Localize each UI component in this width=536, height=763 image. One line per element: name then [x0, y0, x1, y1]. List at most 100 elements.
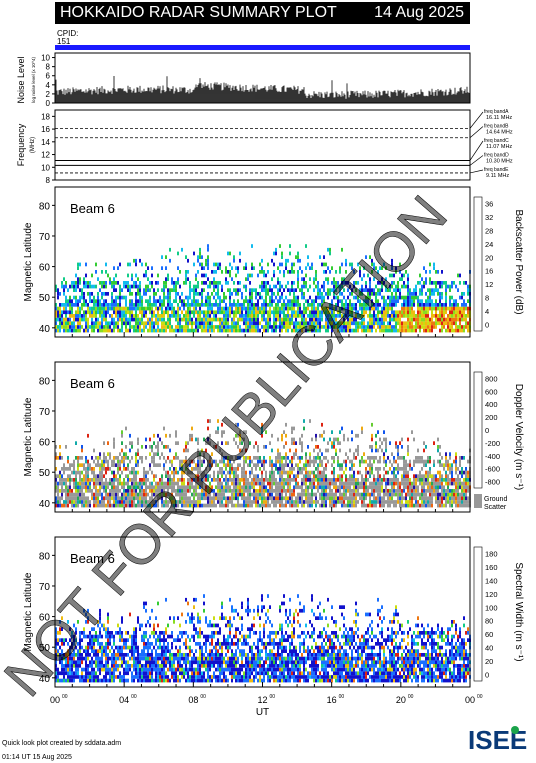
scatter-cell — [143, 292, 145, 296]
scatter-cell — [285, 500, 287, 504]
scatter-cell — [267, 503, 269, 508]
scatter-cell — [457, 500, 459, 504]
scatter-cell — [455, 503, 457, 508]
scatter-cell — [463, 500, 465, 504]
scatter-cell — [355, 328, 357, 333]
scatter-cell — [421, 459, 423, 464]
scatter-cell — [311, 299, 313, 303]
scatter-cell — [111, 478, 113, 482]
scatter-cell — [69, 303, 71, 307]
scatter-cell — [255, 310, 257, 315]
scatter-cell — [321, 284, 323, 289]
scatter-cell — [119, 474, 121, 478]
scatter-cell — [215, 284, 217, 289]
scatter-cell — [435, 325, 437, 329]
scatter-cell — [143, 478, 145, 482]
scatter-cell — [433, 489, 435, 493]
scatter-cell — [277, 452, 279, 456]
scatter-cell — [107, 273, 109, 278]
scatter-cell — [163, 492, 165, 497]
scatter-cell — [109, 325, 111, 329]
scatter-cell — [253, 288, 255, 292]
scatter-cell — [237, 306, 239, 311]
scatter-cell — [431, 292, 433, 296]
scatter-cell — [379, 292, 381, 296]
scatter-cell — [163, 426, 165, 431]
scatter-cell — [271, 433, 273, 438]
scatter-cell — [161, 452, 163, 456]
scatter-cell — [411, 430, 413, 434]
scatter-cell — [113, 474, 115, 478]
frequency-frame — [54, 109, 471, 181]
scatter-cell — [133, 496, 135, 501]
scatter-cell — [245, 314, 247, 318]
scatter-cell — [67, 496, 69, 501]
scatter-cell — [221, 503, 223, 508]
scatter-cell — [195, 325, 197, 329]
scatter-cell — [205, 317, 207, 322]
scatter-cell — [339, 299, 341, 303]
scatter-cell — [293, 500, 295, 504]
scatter-cell — [329, 306, 331, 311]
scatter-cell — [371, 500, 373, 504]
scatter-cell — [281, 303, 283, 307]
scatter-cell — [287, 489, 289, 493]
scatter-cell — [357, 492, 359, 497]
scatter-cell — [265, 503, 267, 508]
scatter-cell — [187, 470, 189, 475]
scatter-cell — [249, 500, 251, 504]
scatter-cell — [237, 325, 239, 329]
scatter-cell — [117, 481, 119, 486]
scatter-cell — [361, 277, 363, 281]
scatter-cell — [315, 277, 317, 281]
scatter-cell — [207, 500, 209, 504]
scatter-cell — [369, 500, 371, 504]
scatter-cell — [173, 328, 175, 333]
colorbar-tick-label: 600 — [485, 387, 498, 396]
scatter-cell — [297, 270, 299, 274]
scatter-cell — [301, 467, 303, 471]
scatter-cell — [67, 485, 69, 490]
scatter-cell — [395, 481, 397, 486]
scatter-cell — [77, 317, 79, 322]
scatter-cell — [131, 496, 133, 501]
scatter-cell — [289, 303, 291, 307]
scatter-cell — [319, 481, 321, 486]
scatter-cell — [291, 426, 293, 431]
scatter-cell — [433, 288, 435, 292]
scatter-cell — [373, 310, 375, 315]
scatter-cell — [317, 292, 319, 296]
scatter-cell — [249, 496, 251, 501]
scatter-cell — [153, 456, 155, 460]
scatter-cell — [391, 262, 393, 267]
scatter-cell — [299, 459, 301, 464]
scatter-cell — [465, 470, 467, 475]
scatter-cell — [81, 496, 83, 501]
scatter-cell — [59, 500, 61, 504]
scatter-cell — [285, 295, 287, 300]
scatter-cell — [113, 496, 115, 501]
scatter-cell — [137, 437, 139, 442]
scatter-cell — [261, 459, 263, 464]
scatter-cell — [273, 325, 275, 329]
scatter-cell — [301, 496, 303, 501]
scatter-cell — [293, 314, 295, 318]
scatter-cell — [61, 492, 63, 497]
scatter-cell — [367, 456, 369, 460]
scatter-cell — [183, 478, 185, 482]
scatter-cell — [335, 325, 337, 329]
scatter-cell — [229, 489, 231, 493]
scatter-cell — [315, 503, 317, 508]
scatter-cell — [135, 281, 137, 285]
scatter-cell — [113, 492, 115, 497]
scatter-cell — [249, 314, 251, 318]
scatter-cell — [445, 496, 447, 501]
scatter-cell — [427, 328, 429, 333]
scatter-cell — [381, 281, 383, 285]
scatter-cell — [123, 467, 125, 471]
scatter-cell — [289, 314, 291, 318]
scatter-cell — [465, 500, 467, 504]
scatter-cell — [449, 288, 451, 292]
scatter-cell — [193, 459, 195, 464]
scatter-cell — [295, 478, 297, 482]
